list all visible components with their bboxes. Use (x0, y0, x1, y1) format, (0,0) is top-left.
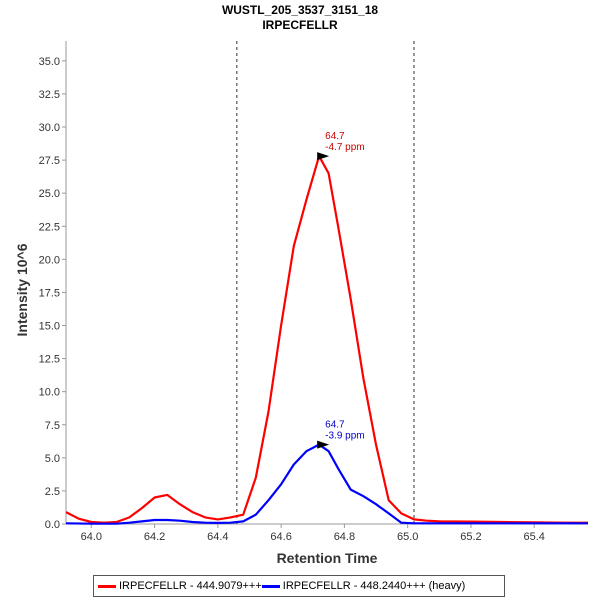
y-tick-label: 7.5 (45, 420, 60, 432)
peak-arrow-marker (317, 440, 330, 449)
plot-area (66, 41, 588, 524)
y-tick-label: 15.0 (39, 321, 60, 333)
y-tick-label: 5.0 (45, 453, 60, 465)
x-tick-label: 64.0 (81, 531, 102, 543)
legend-swatch-light (98, 584, 116, 588)
x-tick-label: 65.4 (524, 531, 545, 543)
peak-annotation-label: -3.9 ppm (325, 431, 364, 442)
y-tick-label: 35.0 (39, 56, 60, 68)
y-axis-ticks: 0.0 2.5 5.0 7.5 10.0 12.5 15.0 17.5 20.0 22.5 25.0… (39, 56, 66, 531)
x-tick-label: 64.2 (144, 531, 165, 543)
y-tick-label: 12.5 (39, 354, 60, 366)
series-lines (65, 155, 588, 525)
x-tick-label: 64.6 (270, 531, 291, 543)
y-tick-label: 20.0 (39, 254, 60, 266)
legend-item-light: IRPECFELLR - 444.9079+++ (98, 580, 262, 592)
legend-label-light: IRPECFELLR - 444.9079+++ (119, 580, 262, 592)
chart-legend: IRPECFELLR - 444.9079+++ IRPECFELLR - 44… (93, 575, 505, 597)
y-tick-label: 10.0 (39, 387, 60, 399)
x-axis-ticks: 64.0 64.2 64.4 64.6 64.8 65.0 65.2 65.4 (81, 524, 545, 543)
y-tick-label: 25.0 (39, 188, 60, 200)
peak-annotation-label: 64.7 (325, 420, 345, 431)
y-tick-label: 32.5 (39, 89, 60, 101)
x-tick-label: 65.2 (460, 531, 481, 543)
chart-title: WUSTL_205_3537_3151_18 (222, 3, 378, 17)
series-line-light (65, 155, 588, 524)
y-axis-label: Intensity 10^6 (14, 243, 30, 336)
x-axis-label: Retention Time (277, 550, 378, 566)
legend-label-heavy: IRPECFELLR - 448.2440+++ (heavy) (282, 580, 466, 592)
y-tick-label: 30.0 (39, 122, 60, 134)
x-tick-label: 65.0 (397, 531, 418, 543)
peak-annotation-label: 64.7 (325, 131, 345, 142)
peak-annotation-label: -4.7 ppm (325, 142, 364, 153)
chart-subtitle: IRPECFELLR (262, 18, 338, 32)
y-tick-label: 22.5 (39, 221, 60, 233)
integration-boundaries (236, 41, 415, 524)
legend-item-heavy: IRPECFELLR - 448.2440+++ (heavy) (261, 580, 466, 592)
peak-arrow-marker (317, 152, 330, 161)
series-line-heavy (65, 443, 588, 525)
y-tick-label: 2.5 (45, 486, 60, 498)
y-tick-label: 27.5 (39, 155, 60, 167)
y-tick-label: 0.0 (45, 519, 60, 531)
y-tick-label: 17.5 (39, 287, 60, 299)
x-tick-label: 64.8 (334, 531, 355, 543)
x-tick-label: 64.4 (207, 531, 228, 543)
legend-swatch-heavy (261, 584, 280, 588)
